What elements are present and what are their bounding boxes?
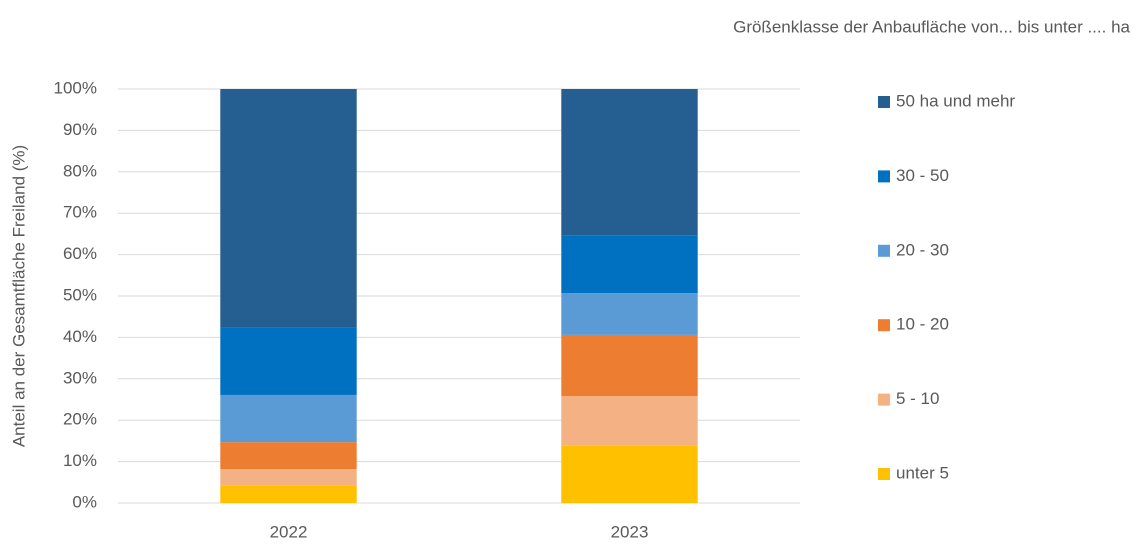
bar-segment — [561, 396, 698, 446]
legend-label: 5 - 10 — [896, 389, 939, 408]
legend-label: unter 5 — [896, 463, 949, 482]
legend-label: 10 - 20 — [896, 315, 949, 334]
legend-swatch — [878, 244, 890, 257]
bar-segment — [561, 235, 698, 294]
bar-segment — [220, 327, 357, 395]
y-axis-title: Anteil an der Gesamtfläche Freiland (%) — [9, 145, 28, 447]
y-tick-label: 60% — [63, 244, 97, 263]
legend-swatch — [878, 468, 890, 480]
x-tick-label: 2022 — [270, 522, 308, 541]
bar-segment — [561, 445, 698, 503]
bar-segment — [561, 334, 698, 397]
y-tick-label: 20% — [63, 410, 97, 429]
y-tick-label: 40% — [63, 327, 97, 346]
bar-segment — [561, 89, 698, 236]
legend-label: 50 ha und mehr — [896, 91, 1015, 110]
legend-label: 30 - 50 — [896, 166, 949, 185]
bar-segment — [561, 293, 698, 335]
y-tick-label: 100% — [54, 78, 97, 97]
legend-swatch — [878, 393, 890, 406]
bar-segment — [220, 469, 357, 486]
legend-swatch — [878, 319, 890, 332]
bar-segment — [220, 394, 357, 443]
legend-title: Größenklasse der Anbaufläche von... bis … — [733, 17, 1130, 36]
y-tick-label: 50% — [63, 285, 97, 304]
y-tick-label: 80% — [63, 161, 97, 180]
x-tick-label: 2023 — [611, 522, 649, 541]
legend-label: 20 - 30 — [896, 240, 949, 259]
legend-swatch — [878, 96, 890, 108]
y-tick-label: 90% — [63, 120, 97, 139]
bar-segment — [220, 442, 357, 470]
y-tick-label: 0% — [72, 492, 97, 511]
y-tick-label: 10% — [63, 451, 97, 470]
y-tick-label: 30% — [63, 368, 97, 387]
bar-segment — [220, 485, 357, 503]
legend-swatch — [878, 170, 890, 183]
y-tick-label: 70% — [63, 203, 97, 222]
bar-segment — [220, 89, 357, 328]
